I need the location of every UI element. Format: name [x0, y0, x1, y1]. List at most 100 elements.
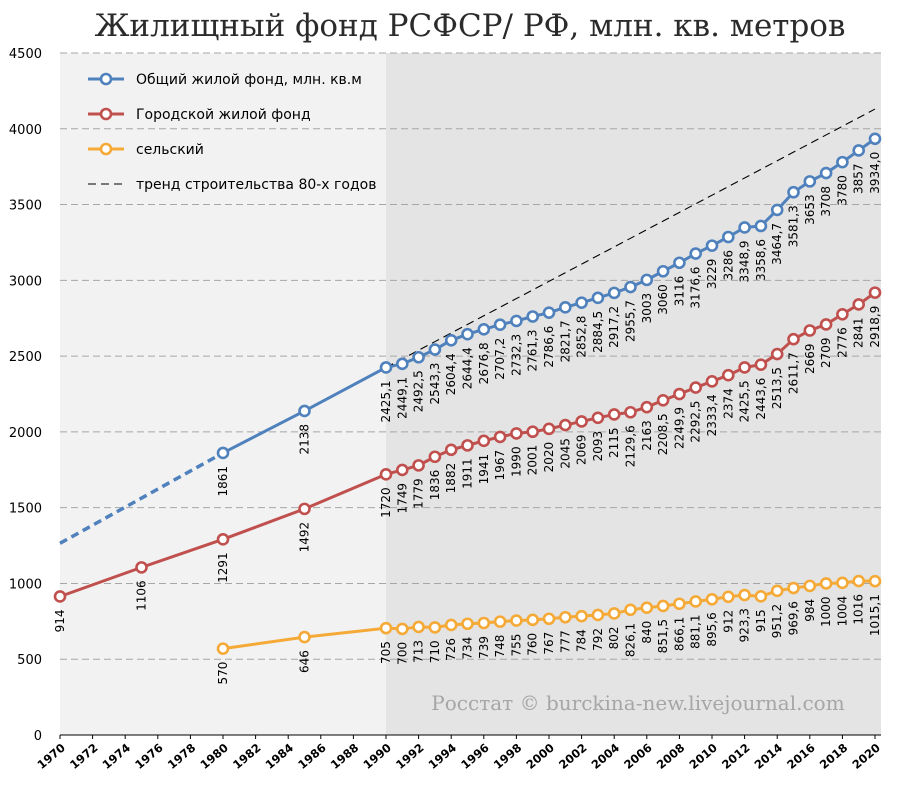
data-label: 3780 [835, 175, 849, 206]
data-label: 1720 [379, 487, 393, 518]
data-point [542, 422, 556, 436]
x-tick-label: 1996 [458, 741, 492, 772]
data-label: 710 [428, 640, 442, 663]
data-label: 2761,3 [526, 330, 540, 372]
gridlines [60, 52, 881, 660]
data-point [770, 584, 784, 598]
x-tick-label: 1986 [295, 741, 329, 772]
legend-label: Общий жилой фонд, млн. кв.м [136, 72, 362, 88]
data-point [395, 622, 409, 636]
data-point [542, 612, 556, 626]
data-point [836, 155, 849, 169]
x-tick-label: 2006 [621, 741, 655, 772]
data-label: 2292,5 [689, 401, 703, 443]
data-point [444, 618, 458, 632]
data-point [461, 617, 474, 631]
data-point [558, 418, 572, 432]
data-point [673, 256, 686, 270]
data-point [721, 368, 735, 382]
data-label: 1967 [493, 450, 507, 481]
data-label: 984 [803, 599, 817, 622]
data-label: 2492,5 [412, 370, 426, 412]
data-point [640, 273, 654, 287]
data-point [787, 185, 800, 199]
data-label: 767 [542, 632, 556, 655]
data-label: 866,1 [672, 617, 686, 651]
data-label: 2163 [640, 420, 654, 451]
data-label: 2852,8 [575, 316, 589, 358]
data-point [819, 318, 833, 331]
data-point [591, 291, 605, 305]
data-label: 3708 [819, 186, 833, 217]
data-point [770, 347, 784, 361]
data-label: 2786,6 [542, 326, 556, 368]
data-label: 1911 [461, 458, 475, 489]
x-tick-label: 2008 [654, 741, 688, 772]
data-point [558, 301, 572, 314]
source-note: Росстат © burckina-new.livejournal.com [431, 691, 844, 715]
data-point [770, 203, 784, 217]
data-label: 2707,2 [493, 338, 507, 380]
x-tick-label: 2000 [523, 741, 557, 772]
x-tick-label: 2002 [556, 741, 590, 772]
data-label: 1000 [819, 596, 833, 627]
data-label: 2669 [803, 343, 817, 374]
data-point [428, 450, 442, 464]
data-point [787, 581, 800, 595]
data-point [640, 601, 654, 614]
data-point [493, 318, 507, 332]
data-label: 777 [558, 630, 572, 653]
x-tick-label: 1980 [197, 741, 231, 772]
data-label: 784 [575, 629, 589, 652]
data-point [477, 434, 491, 448]
data-point [558, 610, 572, 624]
x-tick-label: 1992 [393, 741, 427, 772]
data-label: 2604,4 [444, 353, 458, 395]
y-tick-label: 3500 [9, 199, 42, 214]
x-tick-label: 1998 [491, 741, 525, 772]
data-point [216, 642, 230, 655]
data-point [819, 577, 833, 590]
data-point [624, 603, 637, 617]
data-label: 912 [721, 610, 735, 633]
x-tick-label: 2014 [752, 741, 786, 772]
data-point [298, 630, 311, 644]
data-point [689, 381, 703, 394]
plot-area [60, 53, 881, 735]
data-label: 2644,4 [461, 347, 475, 389]
data-label: 3060 [656, 284, 670, 315]
data-label: 915 [754, 609, 768, 632]
data-label: 2676,8 [477, 342, 491, 384]
data-label: 755 [509, 634, 523, 657]
x-tick-label: 1970 [34, 741, 68, 772]
data-label: 2841 [852, 317, 866, 348]
data-label: 2543,3 [428, 363, 442, 405]
data-point [444, 333, 458, 347]
data-point [705, 375, 719, 388]
data-point [444, 443, 458, 457]
data-label: 2069 [575, 434, 589, 465]
data-label: 2884,5 [591, 311, 605, 353]
x-tick-label: 1994 [426, 741, 460, 772]
data-point [689, 247, 703, 260]
data-point [656, 599, 670, 613]
series-line [385, 108, 876, 368]
data-label: 713 [412, 640, 426, 663]
data-point [412, 350, 425, 364]
data-point [53, 590, 67, 603]
data-point [819, 166, 833, 180]
data-point [754, 590, 768, 603]
legend-marker [99, 142, 113, 156]
data-label: 2425,5 [738, 380, 752, 422]
data-point [461, 327, 474, 341]
data-point [868, 286, 882, 299]
data-point [656, 264, 670, 278]
series-extrapolation [59, 451, 224, 545]
y-tick-label: 3000 [9, 274, 42, 289]
data-label: 2955,7 [624, 300, 638, 342]
data-label: 1492 [298, 522, 312, 553]
data-label: 2918,9 [868, 306, 882, 348]
x-tick-label: 2012 [719, 741, 753, 772]
data-point [493, 615, 507, 628]
x-tick-label: 1974 [100, 741, 134, 772]
